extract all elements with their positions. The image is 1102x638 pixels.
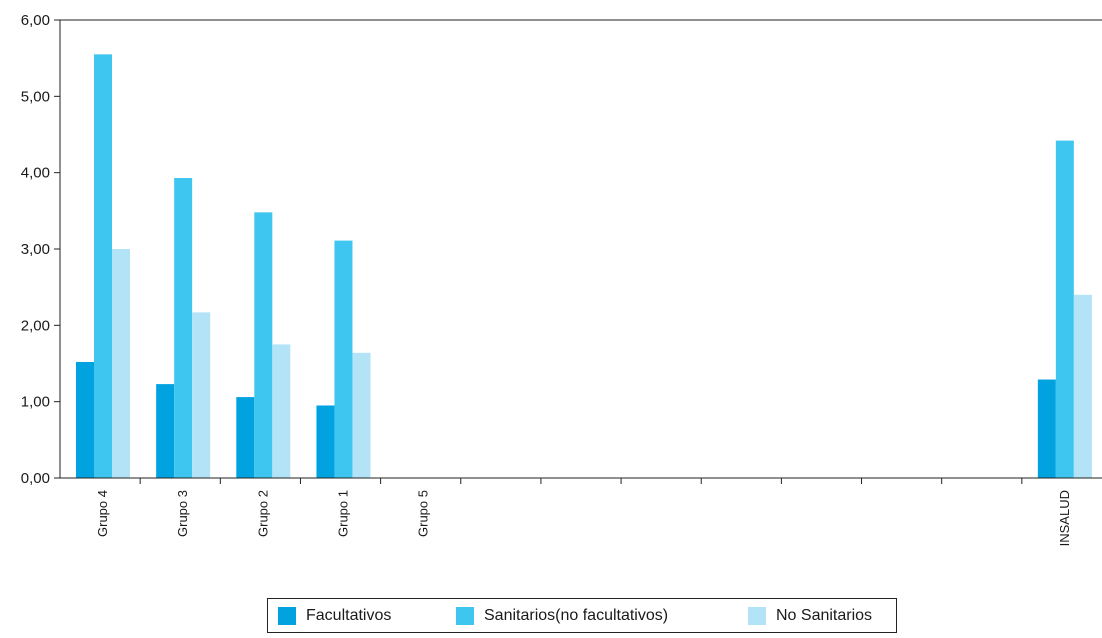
y-tick-label: 2,00: [21, 317, 50, 334]
category-label: Grupo 4: [95, 490, 110, 537]
legend-item-no-sanitarios: No Sanitarios: [748, 607, 872, 625]
legend-label-sanitarios: Sanitarios(no facultativos): [484, 607, 669, 624]
bar-sanitarios-no-facultativos-grupo-4: [94, 54, 112, 478]
bar-no-sanitarios-grupo-3: [192, 312, 211, 478]
category-label: Grupo 1: [335, 490, 350, 537]
legend-label-no-sanitarios: No Sanitarios: [776, 607, 873, 624]
y-tick-label: 4,00: [21, 165, 50, 182]
legend-item-facultativos: Facultativos: [278, 607, 391, 625]
y-tick-label: 5,00: [21, 88, 50, 105]
category-labels: Grupo 4 Grupo 3 Grupo 2 Grupo 1 Grupo 5 INSAL…: [95, 490, 1072, 546]
x-axis-ticks: [139, 478, 1023, 484]
bar-sanitarios-no-facultativos-insalud: [1055, 140, 1074, 478]
legend-swatch-facultativos: [278, 607, 296, 625]
bars-group: [76, 54, 1092, 479]
legend-swatch-no-sanitarios: [748, 607, 766, 625]
category-label: Grupo 2: [255, 490, 270, 537]
bar-no-sanitarios-insalud: [1073, 294, 1092, 478]
bar-sanitarios-no-facultativos-grupo-1: [334, 240, 353, 478]
y-tick-label: 0,00: [21, 470, 50, 487]
bar-facultativos-grupo-2: [236, 397, 255, 478]
y-axis-ticks: 0,00 1,00 2,00 3,00 4,00 5,00 6,00: [21, 12, 60, 487]
bar-sanitarios-no-facultativos-grupo-3: [174, 178, 193, 478]
bar-no-sanitarios-grupo-1: [352, 352, 371, 478]
category-label: Grupo 3: [175, 490, 190, 537]
y-tick-label: 3,00: [21, 241, 50, 258]
legend-label-facultativos: Facultativos: [306, 607, 392, 624]
category-label: Grupo 5: [416, 490, 431, 537]
bar-facultativos-grupo-3: [156, 384, 175, 478]
bar-sanitarios-no-facultativos-grupo-2: [254, 212, 273, 479]
category-label: INSALUD: [1057, 490, 1072, 546]
bar-facultativos-grupo-4: [76, 361, 94, 478]
bar-no-sanitarios-grupo-4: [112, 249, 130, 478]
legend: Facultativos Sanitarios(no facultativos)…: [267, 598, 897, 633]
legend-swatch-sanitarios: [456, 607, 474, 625]
y-tick-label: 6,00: [21, 12, 50, 29]
y-tick-label: 1,00: [21, 394, 50, 411]
bar-no-sanitarios-grupo-2: [272, 344, 291, 478]
bar-facultativos-insalud: [1037, 379, 1056, 478]
legend-item-sanitarios: Sanitarios(no facultativos): [456, 607, 668, 625]
bar-facultativos-grupo-1: [316, 405, 335, 478]
